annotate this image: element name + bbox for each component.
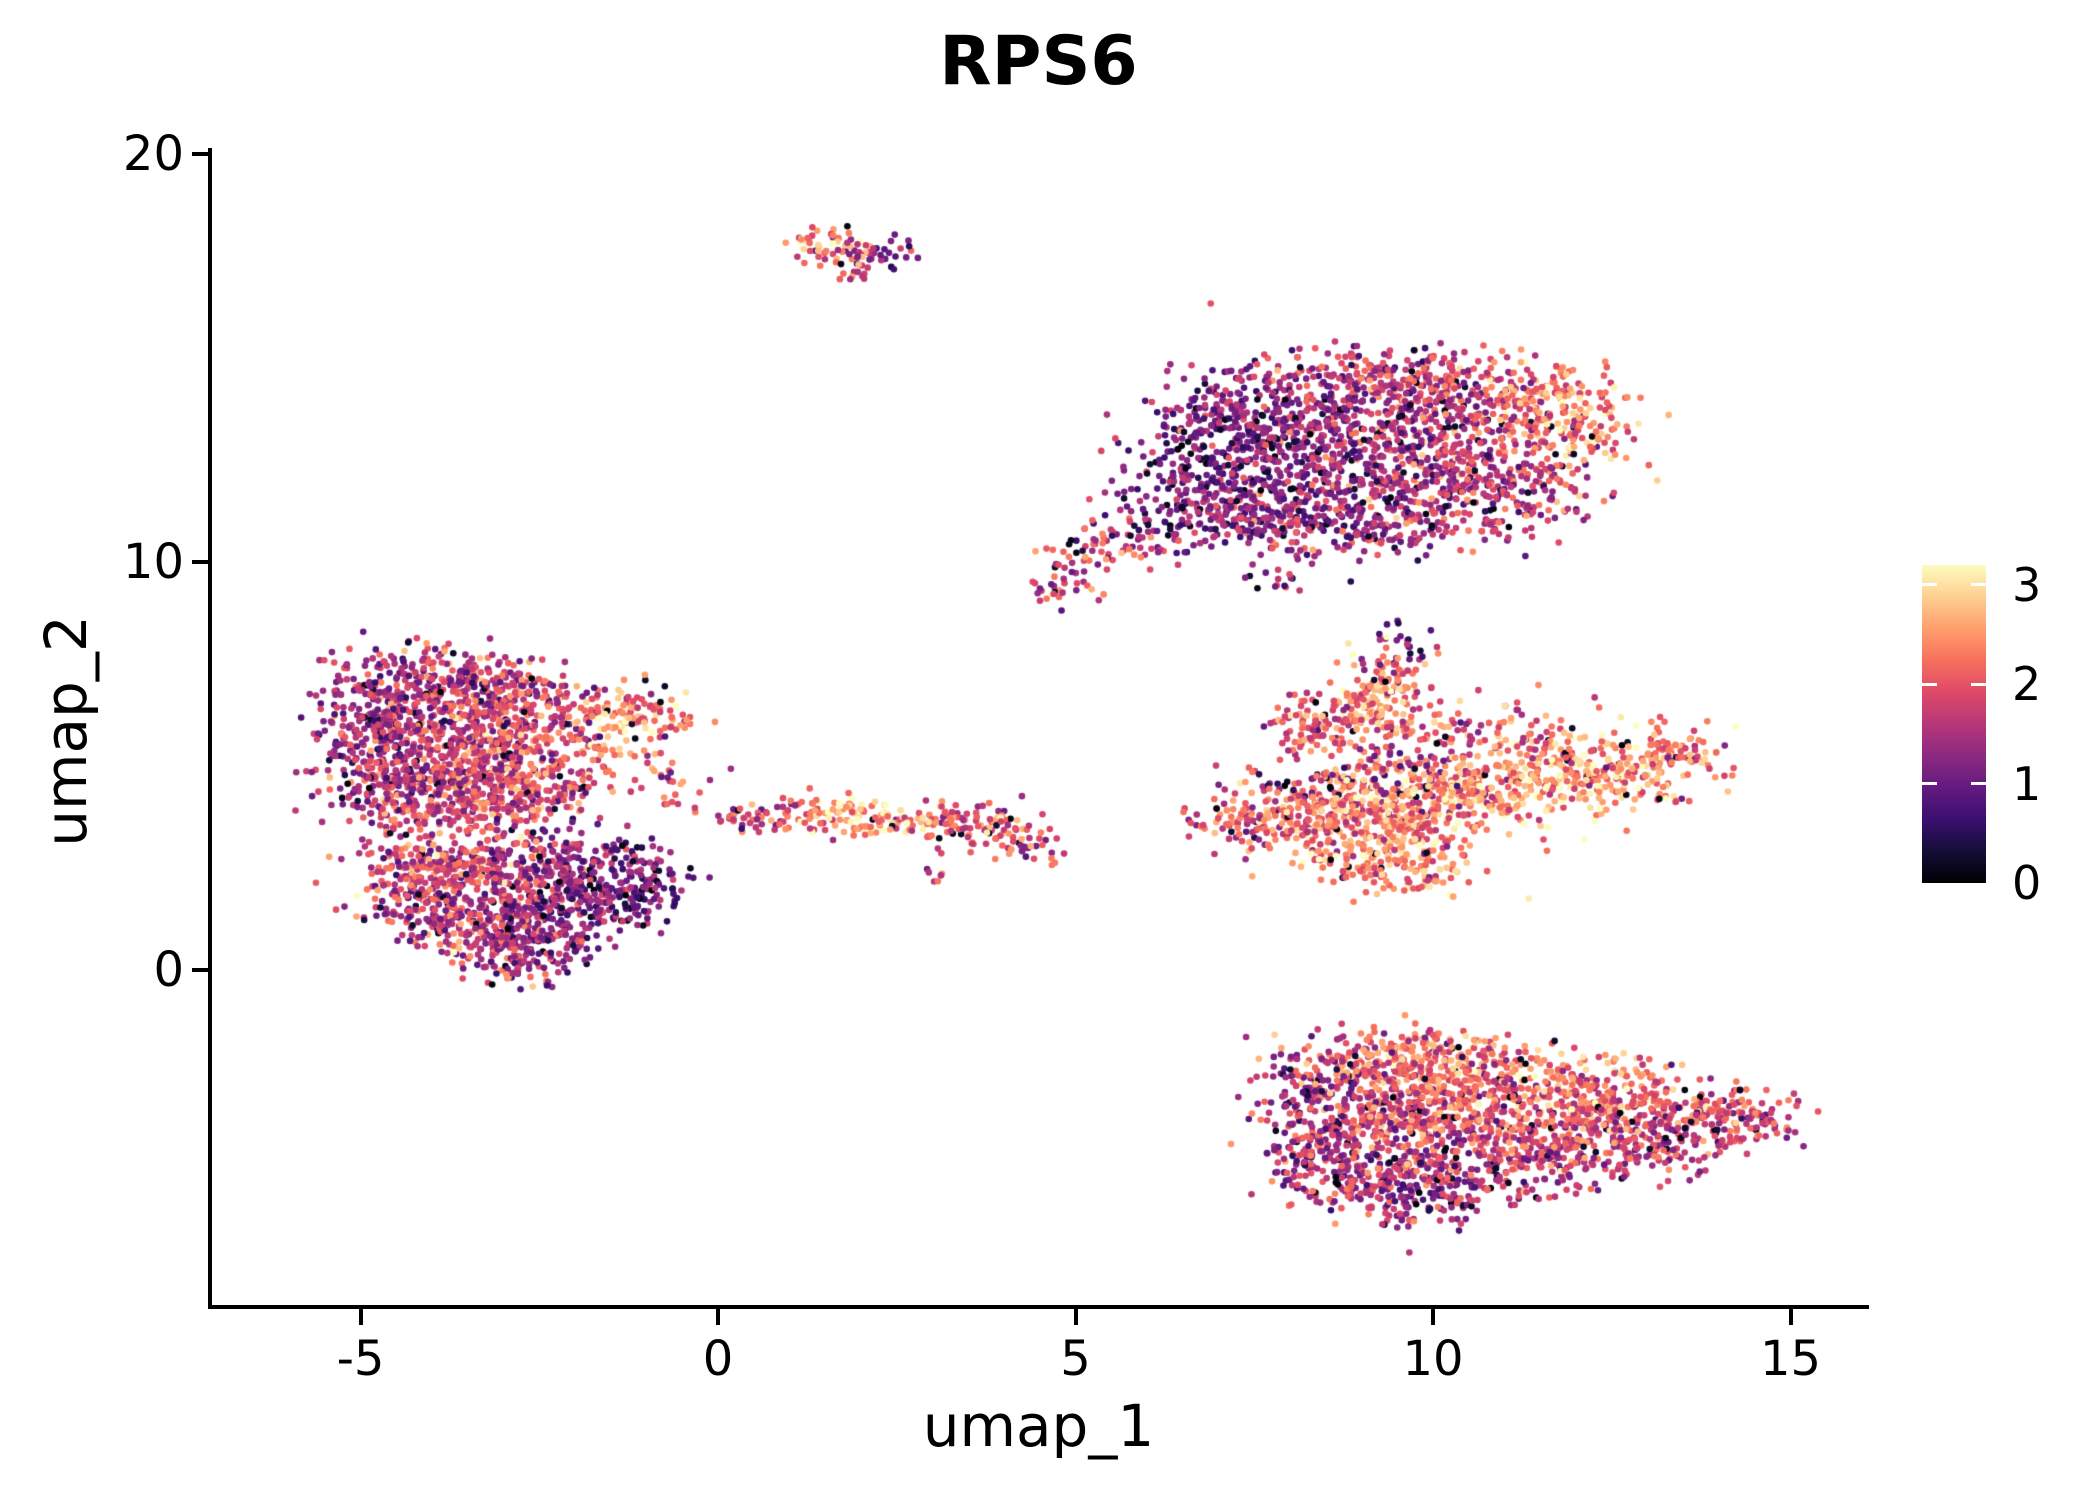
y-tick-label: 10 <box>122 534 184 590</box>
x-tick-label: 0 <box>702 1331 734 1387</box>
y-tick-mark <box>192 560 208 564</box>
x-tick-label: -5 <box>336 1331 385 1387</box>
colorbar-tick-label: 3 <box>2012 557 2042 612</box>
y-tick-label: 20 <box>122 126 184 182</box>
y-tick-label: 0 <box>153 942 184 998</box>
colorbar-tick-mark <box>1922 583 1937 587</box>
y-axis-label: umap_2 <box>32 615 100 847</box>
colorbar-tick-label: 0 <box>2012 856 2042 910</box>
colorbar-tick-mark <box>1922 782 1937 786</box>
y-tick-mark <box>192 968 208 972</box>
x-tick-mark <box>1073 1309 1078 1325</box>
x-tick-label: 10 <box>1402 1331 1464 1387</box>
y-tick-mark <box>192 152 208 156</box>
expression-colorbar <box>1922 565 1986 883</box>
colorbar-tick-mark <box>1971 583 1986 587</box>
colorbar-tick-label: 1 <box>2012 756 2042 811</box>
colorbar-tick-mark <box>1971 682 1986 686</box>
x-tick-mark <box>716 1309 720 1325</box>
x-axis-label: umap_1 <box>922 1392 1155 1460</box>
x-axis-spine <box>208 1305 1869 1309</box>
colorbar-tick-mark <box>1971 782 1986 786</box>
x-tick-mark <box>1431 1309 1435 1325</box>
x-tick-label: 5 <box>1060 1331 1091 1387</box>
y-axis-spine <box>208 148 212 1309</box>
colorbar-tick-mark <box>1922 682 1937 686</box>
x-tick-label: 15 <box>1759 1331 1822 1387</box>
x-tick-mark <box>1788 1309 1793 1325</box>
colorbar-tick-label: 2 <box>2012 657 2042 712</box>
x-tick-mark <box>358 1309 363 1325</box>
